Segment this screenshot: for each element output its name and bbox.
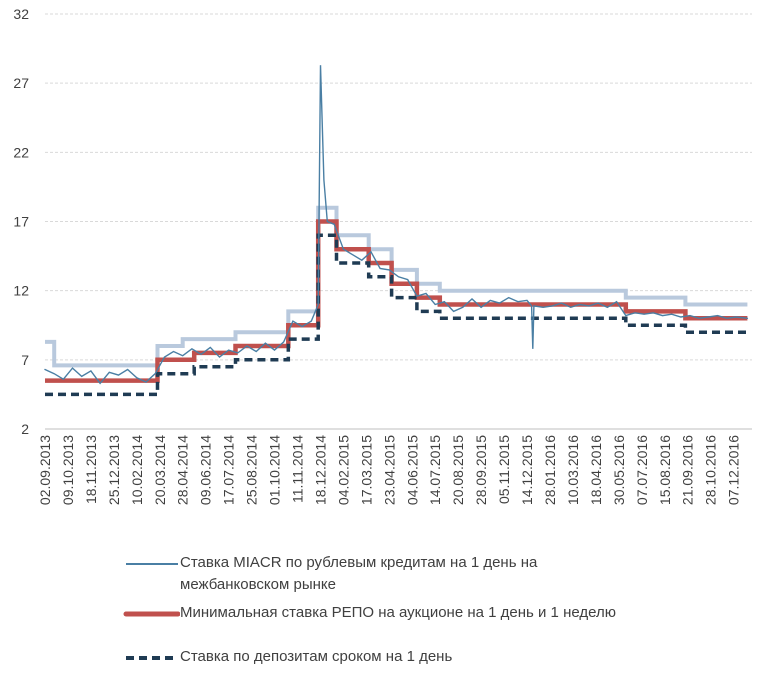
x-tick-label: 25.12.2013 [106,435,122,505]
x-tick-label: 28.10.2016 [703,435,719,505]
legend-item-miacr: Ставка MIACR по рублевым кредитам на 1 д… [122,552,762,596]
x-tick-label: 04.02.2015 [335,435,351,505]
x-tick-label: 20.08.2015 [450,435,466,505]
legend-swatch-deposit [122,646,180,670]
x-tick-label: 28.09.2015 [473,435,489,505]
x-tick-label: 23.04.2015 [381,435,397,505]
x-tick-label: 14.12.2015 [519,435,535,505]
x-tick-label: 21.09.2016 [680,435,696,505]
gridlines [45,13,752,361]
x-tick-label: 07.12.2016 [726,435,742,505]
x-tick-label: 18.12.2014 [312,435,328,505]
x-tick-label: 17.07.2014 [221,435,237,505]
y-tick-label: 2 [21,421,29,437]
legend-label-miacr-line1: Ставка MIACR по рублевым кредитам на 1 д… [180,554,538,571]
x-tick-label: 07.07.2016 [634,435,650,505]
x-tick-label: 30.05.2016 [611,435,627,505]
x-tick-labels: 02.09.2013 09.10.2013 18.11.2013 25.12.2013… [37,435,742,505]
y-tick-label: 22 [13,144,29,160]
legend-item-repo: Минимальная ставка РЕПО на аукционе на 1… [122,602,762,626]
y-tick-label: 7 [21,352,29,368]
x-tick-label: 10.03.2016 [565,435,581,505]
x-tick-label: 25.08.2014 [244,435,260,505]
series-group [44,65,749,397]
x-tick-label: 09.10.2013 [60,435,76,505]
x-tick-label: 18.11.2013 [83,435,99,504]
x-tick-label: 11.11.2014 [290,435,306,503]
series-line-band [45,205,748,368]
y-tick-label: 27 [13,75,29,91]
legend-item-deposit: Ставка по депозитам сроком на 1 день [122,646,762,670]
x-tick-label: 18.04.2016 [588,435,604,505]
x-tick-label: 09.06.2014 [198,435,214,505]
y-tick-label: 32 [13,6,29,22]
x-tick-label: 17.03.2015 [358,435,374,505]
legend-swatch-repo [122,602,181,626]
x-tick-label: 28.04.2014 [175,435,191,505]
x-tick-label: 14.07.2015 [427,435,443,505]
legend-label-deposit: Ставка по депозитам сроком на 1 день [180,648,453,665]
x-tick-label: 04.06.2015 [404,435,420,505]
y-tick-label: 12 [13,283,29,299]
legend: Ставка MIACR по рублевым кредитам на 1 д… [122,552,762,676]
x-tick-label: 28.01.2016 [542,435,558,505]
x-tick-label: 15.08.2016 [657,435,673,505]
x-tick-label: 05.11.2015 [496,435,512,504]
series-line-thin [44,65,749,385]
legend-label-miacr-line2: межбанковском рынке [180,576,336,593]
y-tick-label: 17 [13,214,29,230]
series-line-thick [45,219,748,383]
legend-spacer [122,632,762,646]
x-tick-label: 01.10.2014 [267,435,283,505]
series-line-dashed [45,233,748,397]
legend-swatch-miacr [122,552,180,576]
x-tick-label: 10.02.2014 [129,435,145,505]
x-tick-label: 20.03.2014 [152,435,168,505]
x-tick-label: 02.09.2013 [37,435,53,505]
legend-label-repo: Минимальная ставка РЕПО на аукционе на 1… [180,604,616,621]
